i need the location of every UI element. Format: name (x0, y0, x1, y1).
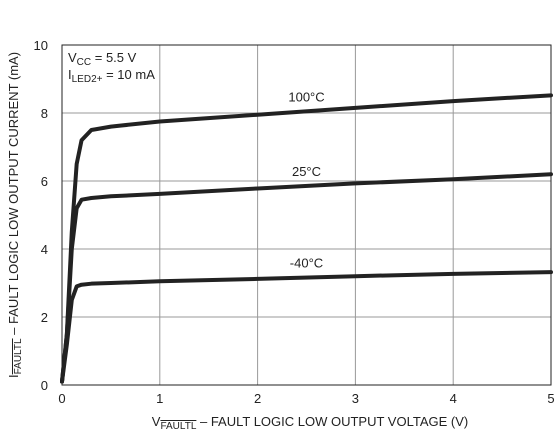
x-tick-label: 4 (450, 391, 457, 406)
x-label-rest: – FAULT LOGIC LOW OUTPUT VOLTAGE (V) (196, 414, 468, 429)
series-line (60, 172, 553, 384)
condition-main: V (68, 50, 77, 65)
condition: ILED2+ = 10 mA (68, 67, 155, 85)
series-label: 100°C (288, 89, 324, 104)
series-line (60, 93, 553, 384)
y-label-rest: – FAULT LOGIC LOW OUTPUT CURRENT (mA) (6, 52, 21, 339)
plot-frame (61, 44, 552, 386)
x-label-sub: FAULTL (160, 421, 196, 432)
y-tick-label: 10 (34, 38, 48, 53)
condition-rest: = 5.5 V (91, 50, 136, 65)
x-label-main: V (152, 414, 161, 429)
condition-rest: = 10 mA (102, 67, 155, 82)
condition-main: I (68, 67, 72, 82)
condition-sub: CC (77, 57, 91, 68)
y-tick-label: 6 (41, 174, 48, 189)
series-label: -40°C (290, 256, 323, 271)
y-tick-label: 0 (41, 378, 48, 393)
y-tick-label: 8 (41, 106, 48, 121)
y-tick-label: 2 (41, 310, 48, 325)
series-line (60, 270, 553, 384)
x-tick-label: 0 (58, 391, 65, 406)
x-tick-label: 3 (352, 391, 359, 406)
y-label-sub: FAULTL (13, 338, 24, 374)
series-label: 25°C (292, 164, 321, 179)
condition: VCC = 5.5 V (68, 50, 137, 68)
y-tick-label: 4 (41, 242, 48, 257)
x-tick-label: 5 (547, 391, 554, 406)
x-axis-label: VFAULTL – FAULT LOGIC LOW OUTPUT VOLTAGE… (152, 414, 468, 432)
x-tick-label: 1 (156, 391, 163, 406)
x-tick-label: 2 (254, 391, 261, 406)
y-axis-label: IFAULTL – FAULT LOGIC LOW OUTPUT CURRENT… (6, 52, 24, 378)
y-label-main: I (6, 374, 21, 378)
condition-sub: LED2+ (72, 74, 103, 85)
